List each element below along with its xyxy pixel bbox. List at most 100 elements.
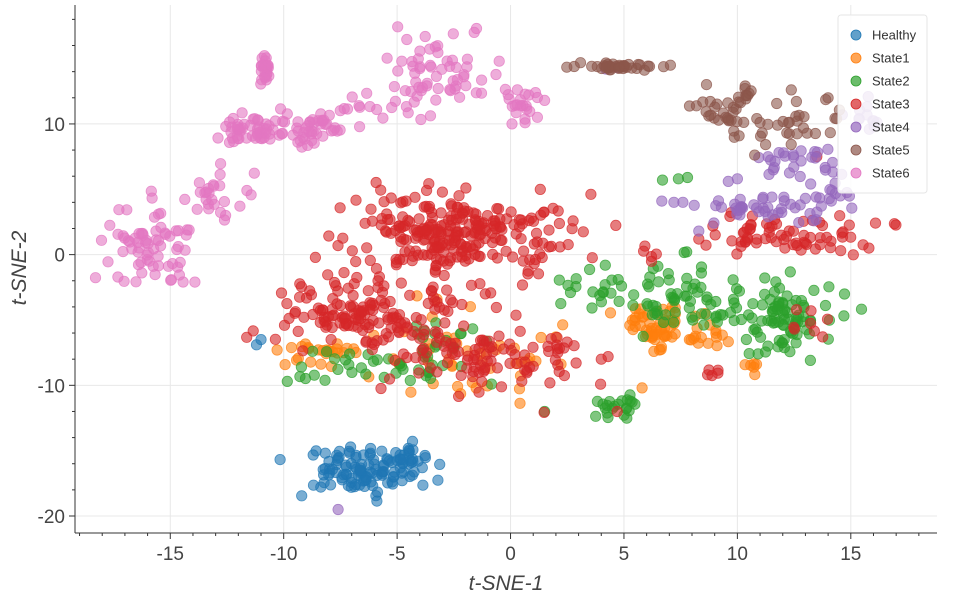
data-point-state3 — [383, 373, 396, 385]
data-point-state3 — [554, 241, 566, 253]
data-point-state2 — [667, 316, 680, 328]
data-point-healthy — [307, 479, 320, 491]
data-point-state3 — [362, 285, 374, 297]
data-point-state2 — [590, 410, 602, 422]
data-point-state6 — [531, 111, 544, 123]
data-point-state3 — [447, 297, 459, 309]
data-point-state3 — [837, 226, 849, 238]
data-point-state4 — [819, 164, 832, 176]
data-point-state6 — [430, 94, 442, 106]
data-point-state2 — [594, 289, 606, 302]
series-state6 — [89, 21, 551, 288]
x-tick-label: -15 — [157, 544, 184, 565]
data-point-state5 — [622, 58, 635, 71]
data-point-state3 — [505, 344, 517, 356]
data-point-state3 — [435, 207, 447, 219]
legend-label-healthy: Healthy — [872, 28, 917, 43]
data-point-state3 — [426, 211, 438, 224]
data-point-state6 — [461, 53, 473, 65]
data-point-state3 — [364, 254, 376, 266]
data-point-state6 — [234, 200, 246, 212]
data-point-healthy — [296, 490, 308, 502]
data-point-state5 — [705, 109, 717, 121]
data-point-state3 — [439, 336, 452, 348]
data-point-state3 — [517, 245, 530, 257]
data-point-state3 — [731, 248, 743, 260]
data-point-state2 — [758, 288, 771, 300]
data-point-state6 — [165, 274, 177, 286]
data-point-healthy — [255, 333, 267, 346]
data-point-state2 — [586, 302, 598, 314]
data-point-state6 — [381, 52, 393, 64]
data-point-state3 — [298, 311, 310, 323]
data-point-state6 — [274, 103, 287, 115]
data-point-healthy — [274, 453, 286, 466]
data-point-state3 — [490, 301, 502, 314]
legend-label-state4: State4 — [872, 120, 910, 135]
data-point-state6 — [292, 116, 304, 128]
data-point-state6 — [148, 211, 161, 223]
data-point-state3 — [602, 350, 614, 363]
data-point-healthy — [434, 458, 446, 470]
x-tick-label: -10 — [270, 544, 297, 565]
data-point-state3 — [413, 367, 425, 379]
data-point-state3 — [460, 182, 472, 194]
data-point-state3 — [888, 218, 901, 230]
data-point-state3 — [334, 299, 347, 312]
data-point-state2 — [838, 288, 851, 300]
data-point-state3 — [431, 366, 443, 378]
legend-label-state5: State5 — [872, 143, 910, 158]
data-point-state6 — [143, 255, 155, 267]
data-point-healthy — [339, 459, 352, 471]
data-point-state3 — [530, 227, 543, 239]
data-point-state3 — [610, 219, 622, 231]
data-point-state4 — [808, 215, 820, 227]
data-point-state4 — [795, 145, 807, 157]
data-point-state3 — [351, 271, 363, 284]
data-point-state1 — [749, 368, 761, 381]
legend-label-state1: State1 — [872, 51, 910, 66]
data-point-state4 — [712, 195, 725, 207]
data-point-state4 — [762, 151, 774, 163]
data-point-state6 — [191, 203, 203, 215]
data-point-state3 — [451, 201, 463, 213]
x-tick-label: 5 — [619, 544, 630, 565]
data-point-state1 — [557, 319, 569, 331]
data-point-state3 — [492, 203, 505, 215]
data-point-state2 — [735, 313, 748, 326]
data-point-state3 — [585, 188, 597, 200]
data-point-state6 — [432, 82, 444, 95]
y-tick-label: 0 — [54, 246, 65, 267]
data-point-state2 — [823, 281, 835, 293]
data-point-state2 — [804, 354, 817, 366]
data-point-healthy — [376, 445, 388, 457]
data-point-state6 — [258, 50, 270, 62]
data-point-state3 — [486, 236, 499, 249]
data-point-state6 — [121, 204, 133, 216]
data-point-state5 — [732, 91, 745, 103]
data-point-state3 — [537, 237, 549, 249]
data-point-state3 — [469, 214, 481, 226]
data-point-healthy — [397, 453, 409, 466]
x-tick-label: -5 — [389, 544, 406, 565]
data-point-state3 — [834, 210, 846, 222]
data-point-state6 — [102, 256, 114, 268]
data-point-state2 — [599, 259, 611, 271]
data-point-state2 — [570, 273, 582, 285]
data-point-state6 — [269, 115, 281, 127]
data-point-state3 — [496, 234, 508, 246]
data-point-healthy — [317, 463, 329, 476]
data-point-state3 — [514, 325, 526, 337]
data-point-state4 — [757, 191, 769, 203]
data-point-state3 — [338, 312, 350, 325]
data-point-state2 — [613, 295, 625, 307]
data-point-state3 — [473, 386, 485, 398]
series-state3 — [241, 151, 902, 418]
data-point-state2 — [743, 347, 755, 360]
data-point-state6 — [447, 28, 459, 40]
data-point-state2 — [583, 263, 596, 276]
data-point-state3 — [444, 255, 456, 267]
data-point-state3 — [790, 304, 803, 316]
data-point-state3 — [377, 301, 390, 313]
data-point-state3 — [513, 214, 525, 226]
